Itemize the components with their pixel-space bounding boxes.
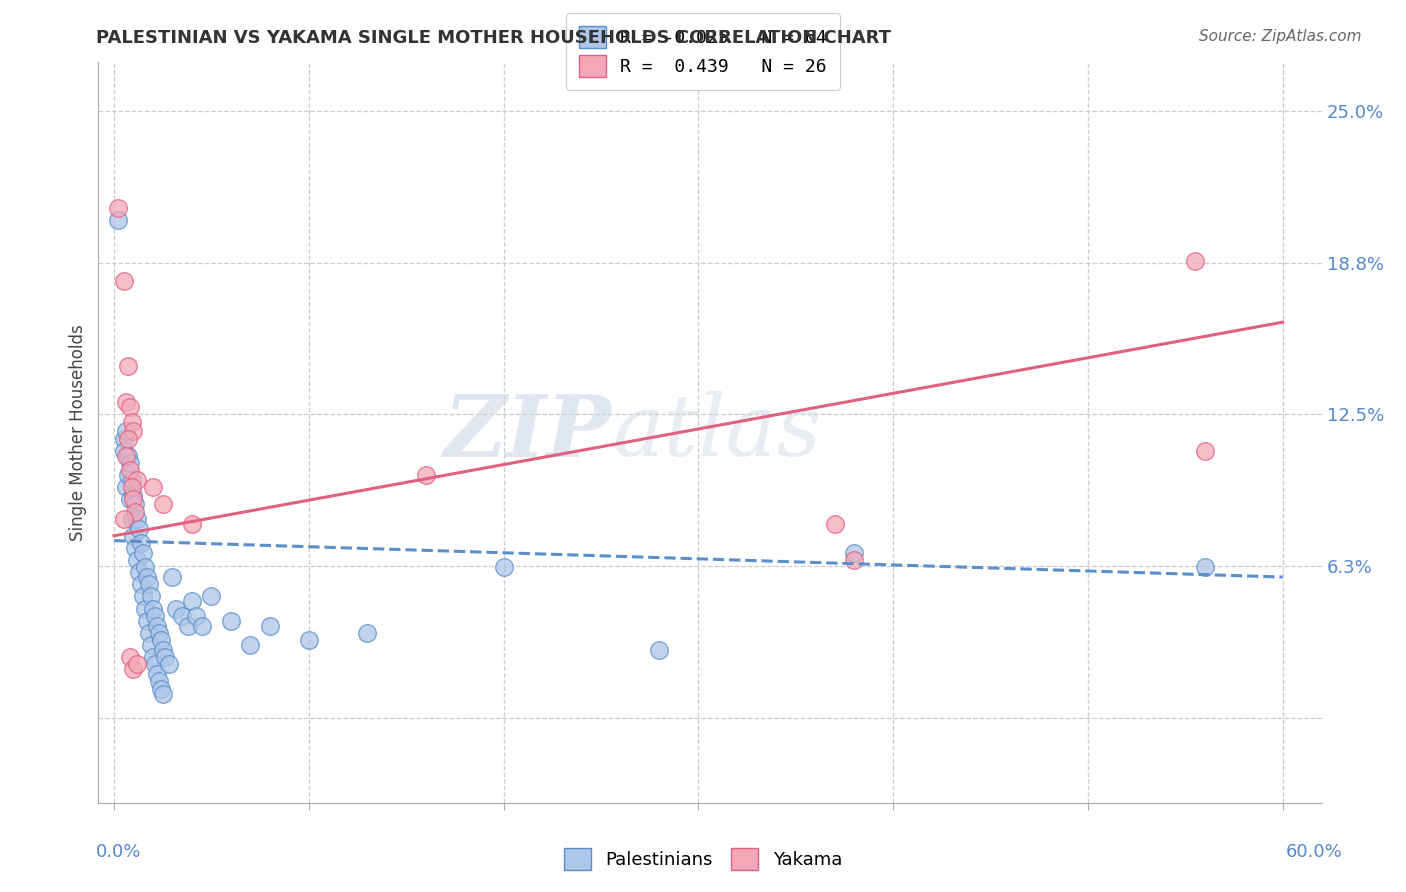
Point xyxy=(134,601,156,615)
Point xyxy=(844,553,866,567)
Point xyxy=(128,521,150,535)
Point xyxy=(177,618,200,632)
Point xyxy=(122,425,145,439)
Point xyxy=(356,626,378,640)
Text: ZIP: ZIP xyxy=(444,391,612,475)
Point xyxy=(128,565,150,579)
Text: 60.0%: 60.0% xyxy=(1286,843,1343,861)
Point xyxy=(136,570,159,584)
Text: PALESTINIAN VS YAKAMA SINGLE MOTHER HOUSEHOLDS CORRELATION CHART: PALESTINIAN VS YAKAMA SINGLE MOTHER HOUS… xyxy=(96,29,890,46)
Point xyxy=(143,608,166,623)
Point xyxy=(127,512,149,526)
Point xyxy=(298,633,321,648)
Point xyxy=(118,463,141,477)
Point xyxy=(1194,560,1216,574)
Point xyxy=(114,449,136,463)
Point xyxy=(112,512,135,526)
Point xyxy=(121,480,143,494)
Point xyxy=(180,516,202,531)
Point xyxy=(152,497,174,511)
Y-axis label: Single Mother Households: Single Mother Households xyxy=(69,325,87,541)
Point xyxy=(121,473,143,487)
Point xyxy=(122,662,145,676)
Point xyxy=(112,274,135,288)
Point xyxy=(136,614,159,628)
Point xyxy=(1194,443,1216,458)
Point xyxy=(415,468,437,483)
Point xyxy=(107,201,129,215)
Legend: Palestinians, Yakama: Palestinians, Yakama xyxy=(551,836,855,883)
Point xyxy=(824,516,846,531)
Point xyxy=(157,657,180,672)
Point xyxy=(162,570,184,584)
Point xyxy=(118,456,141,470)
Point xyxy=(190,618,212,632)
Point xyxy=(114,425,136,439)
Point xyxy=(239,638,262,652)
Point xyxy=(112,432,135,446)
Point xyxy=(142,480,165,494)
Point xyxy=(142,650,165,665)
Point xyxy=(117,468,139,483)
Point xyxy=(148,626,170,640)
Point xyxy=(129,536,152,550)
Point xyxy=(124,541,146,555)
Point xyxy=(129,577,152,591)
Point xyxy=(127,657,149,672)
Point xyxy=(146,618,169,632)
Point xyxy=(118,492,141,507)
Point xyxy=(107,213,129,227)
Point xyxy=(117,449,139,463)
Point xyxy=(200,590,222,604)
Point xyxy=(132,546,155,560)
Point xyxy=(118,650,141,665)
Point xyxy=(122,492,145,507)
Point xyxy=(152,687,174,701)
Point xyxy=(844,546,866,560)
Point xyxy=(127,473,149,487)
Point xyxy=(132,590,155,604)
Point xyxy=(148,674,170,689)
Point xyxy=(112,443,135,458)
Text: atlas: atlas xyxy=(612,392,821,474)
Point xyxy=(138,626,160,640)
Point xyxy=(146,667,169,681)
Point xyxy=(172,608,194,623)
Point xyxy=(1184,254,1206,268)
Point xyxy=(259,618,281,632)
Point xyxy=(121,415,143,429)
Point xyxy=(138,577,160,591)
Point xyxy=(184,608,207,623)
Point xyxy=(219,614,242,628)
Point xyxy=(117,359,139,373)
Point xyxy=(121,512,143,526)
Point xyxy=(142,601,165,615)
Point xyxy=(153,650,176,665)
Point xyxy=(122,487,145,501)
Point xyxy=(648,643,671,657)
Point xyxy=(143,657,166,672)
Point xyxy=(165,601,187,615)
Point xyxy=(114,395,136,409)
Point xyxy=(492,560,515,574)
Point xyxy=(134,560,156,574)
Text: 0.0%: 0.0% xyxy=(96,843,141,861)
Point xyxy=(149,681,172,696)
Point xyxy=(127,553,149,567)
Point xyxy=(139,638,162,652)
Point xyxy=(114,480,136,494)
Point xyxy=(124,497,146,511)
Point xyxy=(124,504,146,518)
Point xyxy=(180,594,202,608)
Point xyxy=(152,643,174,657)
Point xyxy=(139,590,162,604)
Point xyxy=(117,432,139,446)
Text: Source: ZipAtlas.com: Source: ZipAtlas.com xyxy=(1198,29,1361,44)
Point xyxy=(118,400,141,414)
Point xyxy=(149,633,172,648)
Point xyxy=(122,529,145,543)
